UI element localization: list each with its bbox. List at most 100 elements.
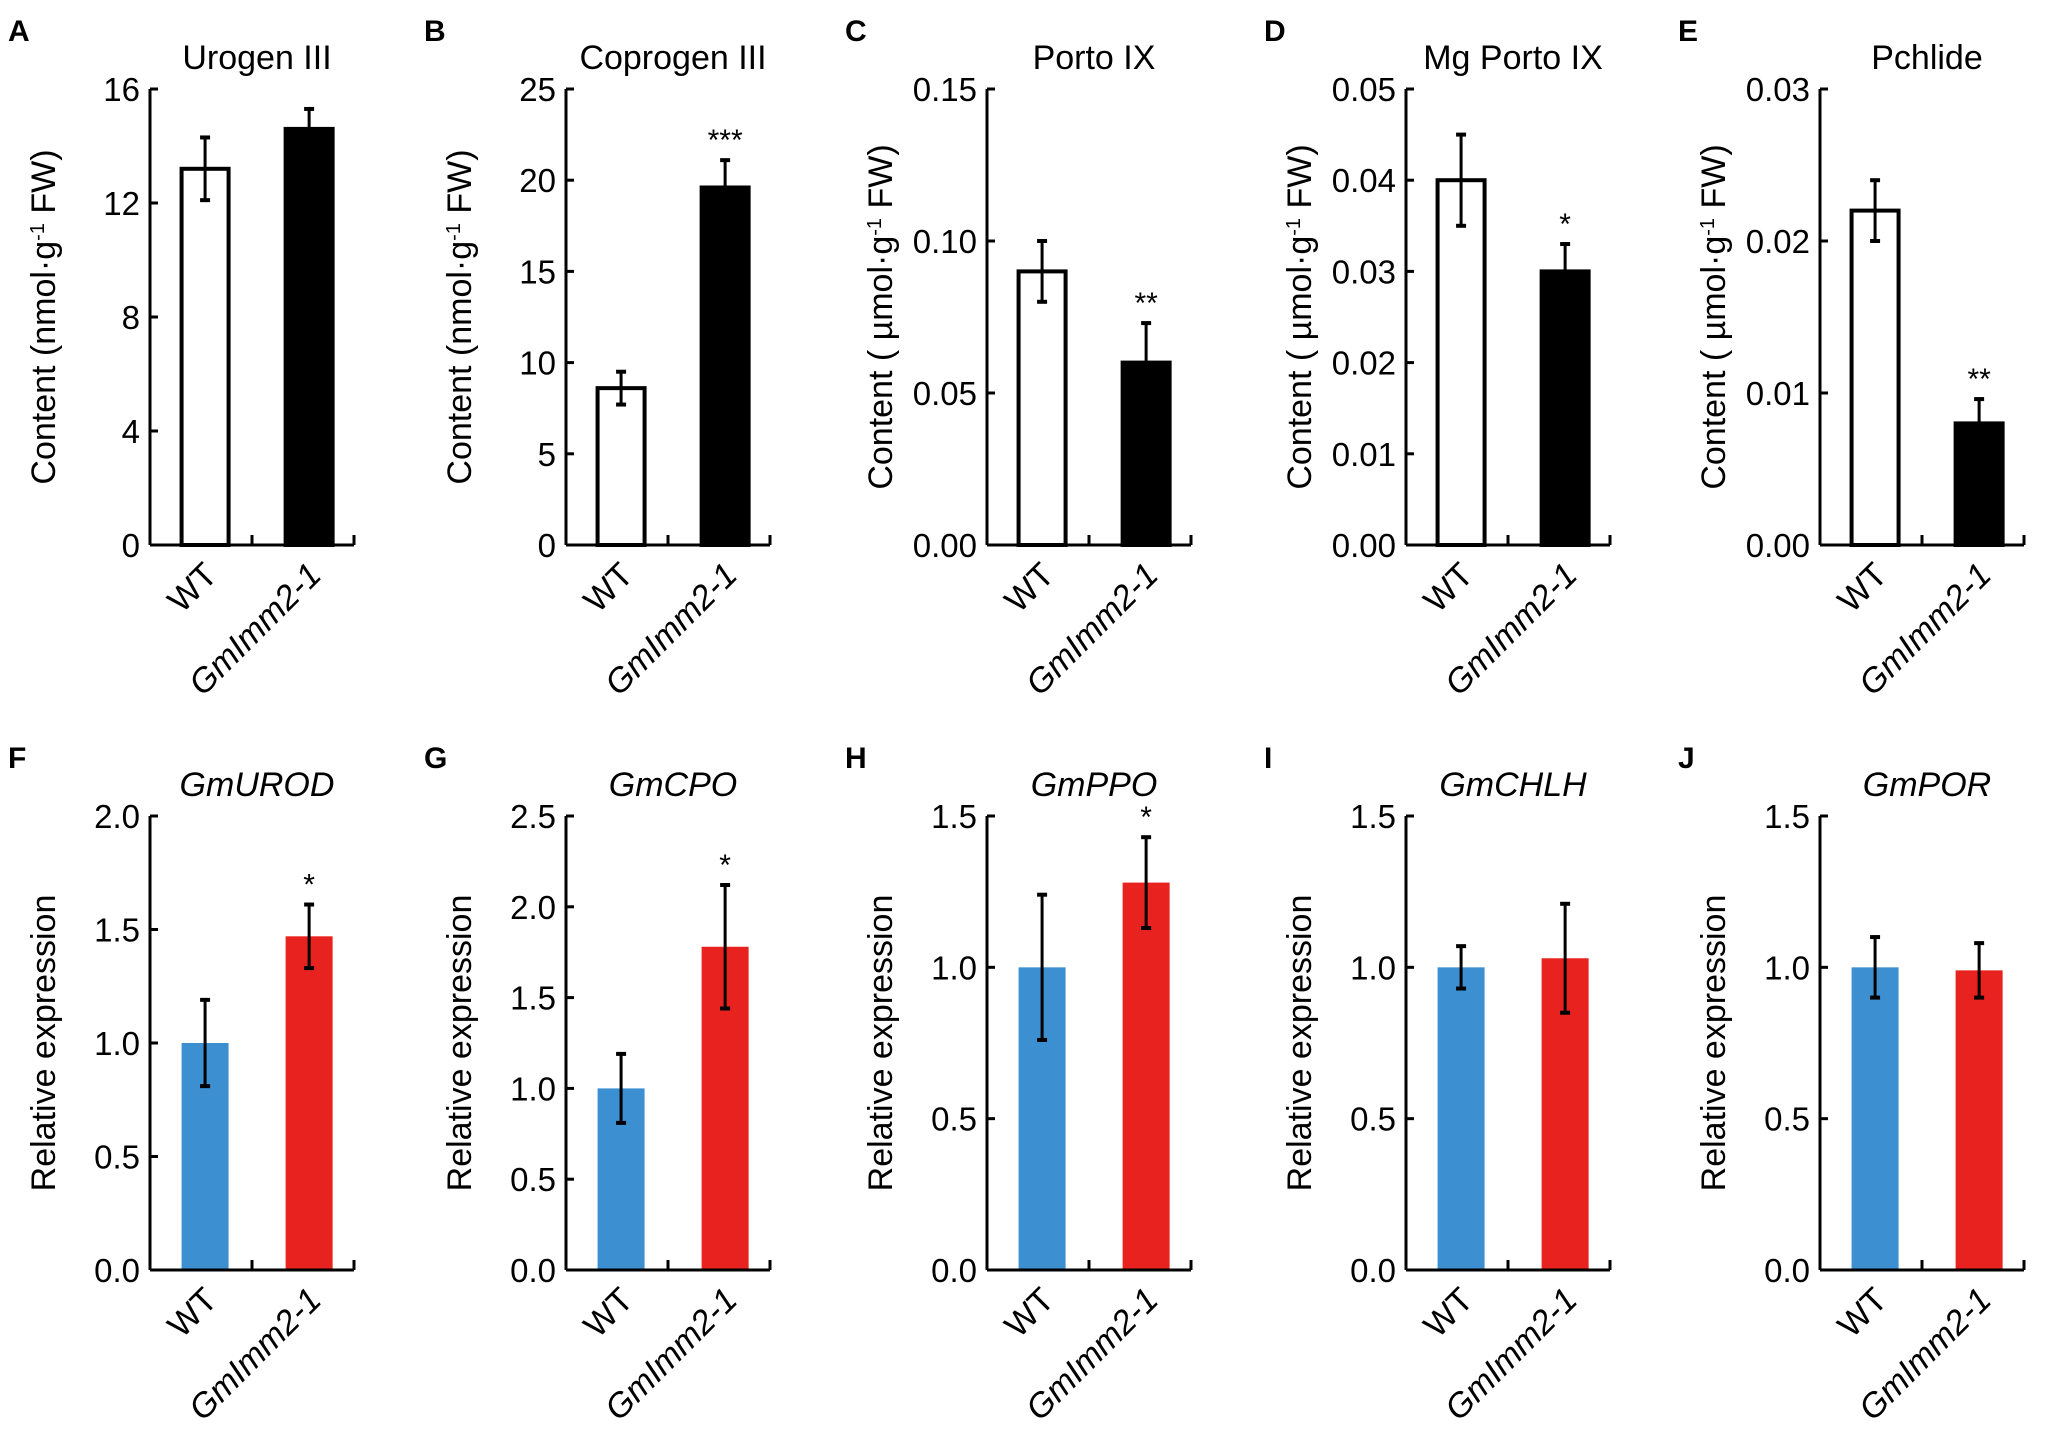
panel-letter: B [424, 15, 446, 48]
y-tick-label: 0.02 [1746, 223, 1810, 260]
bar-mutant [283, 126, 335, 547]
bar-wt [1016, 269, 1068, 547]
panel-letter: F [8, 742, 26, 775]
y-tick-label: 2.0 [94, 798, 140, 835]
bar-mutant [1539, 269, 1591, 547]
y-tick-label: 1.0 [1350, 949, 1396, 986]
panel-letter: D [1264, 15, 1286, 48]
y-axis-label: Content (nmol·g-1 FW) [441, 149, 479, 484]
x-tick-label: WT [1830, 1281, 1894, 1345]
bar-wt [1849, 208, 1901, 547]
significance-label: * [303, 869, 315, 902]
panel-title: GmCHLH [1439, 766, 1587, 804]
panel-title: Porto IX [1033, 39, 1156, 77]
y-axis-label: Relative expression [441, 895, 479, 1192]
panel-letter: A [8, 15, 30, 48]
y-label-part: Content (nmol·g [441, 241, 479, 485]
y-axis-label: Relative expression [25, 895, 63, 1192]
y-tick-label: 0.0 [510, 1252, 556, 1289]
y-tick-label: 8 [122, 299, 140, 336]
y-label-part: Content ( µmol·g [862, 236, 900, 490]
y-tick-label: 0.0 [1350, 1252, 1396, 1289]
y-tick-label: 1.0 [510, 1070, 556, 1107]
x-tick-label: WT [160, 556, 224, 620]
x-tick-label: WT [997, 1281, 1061, 1345]
bar-mutant [699, 185, 751, 547]
panel-title: GmUROD [180, 766, 335, 804]
y-tick-label: 1.5 [1764, 798, 1810, 835]
bar-mutant [1120, 360, 1172, 547]
y-tick-label: 12 [103, 185, 140, 222]
y-label-part: Relative expression [1695, 895, 1733, 1192]
y-tick-label: 0.04 [1332, 162, 1396, 199]
x-tick-label: WT [576, 556, 640, 620]
y-tick-label: 1.5 [510, 980, 556, 1017]
y-tick-label: 1.0 [94, 1025, 140, 1062]
y-tick-label: 0.05 [913, 375, 977, 412]
x-tick-label: WT [576, 1281, 640, 1345]
bar-wt [1435, 178, 1487, 547]
panel-letter: G [424, 742, 447, 775]
y-axis-label: Content ( µmol·g-1 FW) [1281, 144, 1319, 489]
panel-title: GmPPO [1031, 766, 1158, 804]
y-label-part: Relative expression [25, 895, 63, 1192]
significance-label: * [719, 849, 731, 882]
y-tick-label: 0 [122, 527, 140, 564]
y-axis-label: Relative expression [1695, 895, 1733, 1192]
y-tick-label: 0.10 [913, 223, 977, 260]
y-label-part: FW) [25, 149, 63, 223]
bar-wt [595, 386, 647, 547]
y-label-superscript: -1 [27, 223, 49, 241]
y-tick-label: 0.5 [1764, 1101, 1810, 1138]
bar-wt [179, 166, 231, 548]
y-tick-label: 4 [122, 413, 140, 450]
y-tick-label: 0.5 [510, 1161, 556, 1198]
y-tick-label: 0 [538, 527, 556, 564]
y-tick-label: 0.0 [1764, 1252, 1810, 1289]
y-label-part: FW) [862, 144, 900, 218]
panel-title: GmCPO [609, 766, 737, 804]
y-tick-label: 0.0 [94, 1252, 140, 1289]
y-tick-label: 0.5 [94, 1139, 140, 1176]
y-tick-label: 0.0 [931, 1252, 977, 1289]
y-axis-label: Relative expression [1281, 895, 1319, 1192]
y-tick-label: 10 [519, 345, 556, 382]
bar-mutant [285, 936, 333, 1270]
y-tick-label: 0.03 [1332, 253, 1396, 290]
panel-title: GmPOR [1863, 766, 1991, 804]
panel-letter: C [845, 15, 867, 48]
y-tick-label: 0.00 [1746, 527, 1810, 564]
y-label-superscript: -1 [443, 223, 465, 241]
significance-label: *** [708, 124, 743, 157]
y-axis-label: Relative expression [862, 895, 900, 1192]
bar-wt [1437, 967, 1485, 1270]
x-tick-label: WT [1416, 556, 1480, 620]
y-axis-label: Content (nmol·g-1 FW) [25, 149, 63, 484]
y-tick-label: 0.00 [1332, 527, 1396, 564]
y-label-part: Content ( µmol·g [1695, 236, 1733, 490]
y-label-part: Content (nmol·g [25, 241, 63, 485]
panel-title: Mg Porto IX [1423, 39, 1603, 77]
y-tick-label: 0.5 [931, 1101, 977, 1138]
y-axis-label: Content ( µmol·g-1 FW) [862, 144, 900, 489]
bar-mutant [1953, 421, 2005, 547]
x-tick-label: WT [997, 556, 1061, 620]
x-tick-label: WT [160, 1281, 224, 1345]
y-label-superscript: -1 [864, 218, 886, 236]
y-label-part: FW) [1281, 144, 1319, 218]
x-tick-label: WT [1416, 1281, 1480, 1345]
panel-letter: I [1264, 742, 1272, 775]
y-tick-label: 20 [519, 162, 556, 199]
y-tick-label: 1.0 [1764, 949, 1810, 986]
y-tick-label: 0.01 [1746, 375, 1810, 412]
y-label-part: FW) [441, 149, 479, 223]
y-tick-label: 25 [519, 71, 556, 108]
